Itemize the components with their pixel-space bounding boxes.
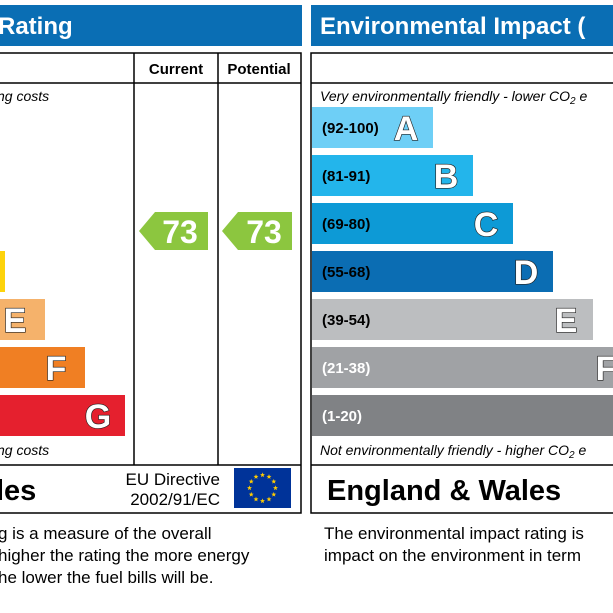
energy-caption-line3: he lower the fuel bills will be. xyxy=(0,568,213,587)
env-band-e-range: (39-54) xyxy=(322,312,370,329)
energy-band-e: E xyxy=(0,299,45,341)
env-band-f-letter: F xyxy=(596,350,613,388)
energy-band-e-letter: E xyxy=(4,302,27,340)
env-top-note-sub: 2 xyxy=(569,96,576,107)
eu-star xyxy=(260,472,265,478)
energy-band-f: F xyxy=(0,347,85,389)
env-band-e: (39-54) E xyxy=(312,299,593,341)
env-bottom-note: Not environmentally friendly - higher CO… xyxy=(320,442,586,461)
eu-flag-stars xyxy=(247,472,278,504)
energy-caption-line1: g is a measure of the overall xyxy=(0,524,212,543)
current-score-value: 73 xyxy=(162,214,198,250)
env-band-d-range: (55-68) xyxy=(322,264,370,281)
env-bottom-note-main: Not environmentally friendly - higher CO xyxy=(320,442,569,458)
energy-band-g-letter: G xyxy=(85,398,111,436)
env-band-a-range: (92-100) xyxy=(322,120,379,137)
env-band-e-letter: E xyxy=(555,302,578,340)
env-band-g-range: (1-20) xyxy=(322,408,362,425)
column-potential-label: Potential xyxy=(227,61,290,78)
env-band-c-range: (69-80) xyxy=(322,216,370,233)
env-band-b-range: (81-91) xyxy=(322,168,370,185)
env-band-d: (55-68) D xyxy=(312,251,553,293)
energy-efficiency-chart: Rating Current Potential ng costs ng cos… xyxy=(0,5,302,587)
env-caption-line1: The environmental impact rating is xyxy=(324,524,584,543)
eu-flag xyxy=(234,468,291,508)
eu-star xyxy=(253,496,259,502)
energy-bands: E F G xyxy=(0,299,125,437)
energy-top-note: ng costs xyxy=(0,88,49,104)
environmental-impact-chart: Environmental Impact ( Very environmenta… xyxy=(310,5,613,565)
env-title: Environmental Impact ( xyxy=(320,13,585,40)
env-band-f: (21-38) F xyxy=(312,347,613,389)
env-footer-region: England & Wales xyxy=(327,475,561,507)
potential-score-shape xyxy=(222,212,292,250)
env-band-f-range: (21-38) xyxy=(322,360,370,377)
env-top-note-main: Very environmentally friendly - lower CO xyxy=(320,88,570,104)
env-band-c-bar xyxy=(312,203,513,244)
current-score-shape xyxy=(139,212,208,250)
eu-star xyxy=(271,491,277,497)
env-band-c-letter: C xyxy=(474,206,499,244)
energy-band-f-letter: F xyxy=(46,350,67,388)
env-header-bar xyxy=(311,5,613,46)
eu-star xyxy=(248,478,254,484)
env-band-e-bar xyxy=(312,299,593,340)
energy-bottom-note: ng costs xyxy=(0,442,49,458)
env-band-d-bar xyxy=(312,251,553,292)
potential-score-value: 73 xyxy=(246,214,282,250)
env-band-d-letter: D xyxy=(514,254,539,292)
energy-footer-region: les xyxy=(0,475,36,507)
env-band-g-bar xyxy=(312,395,613,436)
energy-band-e-bar xyxy=(0,299,45,340)
env-band-b-bar xyxy=(312,155,473,196)
env-top-note: Very environmentally friendly - lower CO… xyxy=(320,88,587,107)
energy-table-frame xyxy=(0,52,302,514)
env-bands: (92-100) A (81-91) B (69-80) C (55-68) D… xyxy=(312,107,613,436)
env-top-note-tail: e xyxy=(576,88,588,104)
potential-score-arrow: 73 xyxy=(222,212,292,250)
env-band-b-letter: B xyxy=(434,158,459,196)
energy-caption-line2: higher the rating the more energy xyxy=(0,546,250,565)
env-band-g: (1-20) G xyxy=(312,395,613,436)
env-table-frame xyxy=(310,52,613,514)
column-current-label: Current xyxy=(149,61,203,78)
env-bottom-note-tail: e xyxy=(575,442,587,458)
eu-directive-line2: 2002/91/EC xyxy=(130,490,220,509)
eu-star xyxy=(260,498,265,504)
energy-header-bar xyxy=(0,5,302,46)
energy-title: Rating xyxy=(0,13,73,40)
energy-band-g: G xyxy=(0,395,125,437)
current-score-arrow: 73 xyxy=(139,212,208,250)
env-band-c: (69-80) C xyxy=(312,203,513,245)
eu-star xyxy=(273,485,278,491)
eu-star xyxy=(247,485,252,491)
energy-band-partial xyxy=(0,251,5,292)
energy-band-f-bar xyxy=(0,347,85,388)
env-caption-line2: impact on the environment in term xyxy=(324,546,581,565)
env-band-a: (92-100) A xyxy=(312,107,433,149)
eu-star xyxy=(248,491,254,497)
eu-star xyxy=(253,474,259,479)
env-band-a-letter: A xyxy=(394,110,419,148)
energy-band-g-bar xyxy=(0,395,125,436)
eu-star xyxy=(266,496,272,502)
env-band-b: (81-91) B xyxy=(312,155,473,197)
eu-star xyxy=(266,474,272,479)
eu-directive-line1: EU Directive xyxy=(126,470,220,489)
eu-star xyxy=(271,478,277,484)
env-bottom-note-sub: 2 xyxy=(568,450,575,461)
env-band-a-bar xyxy=(312,107,433,148)
env-band-f-bar xyxy=(312,347,613,388)
